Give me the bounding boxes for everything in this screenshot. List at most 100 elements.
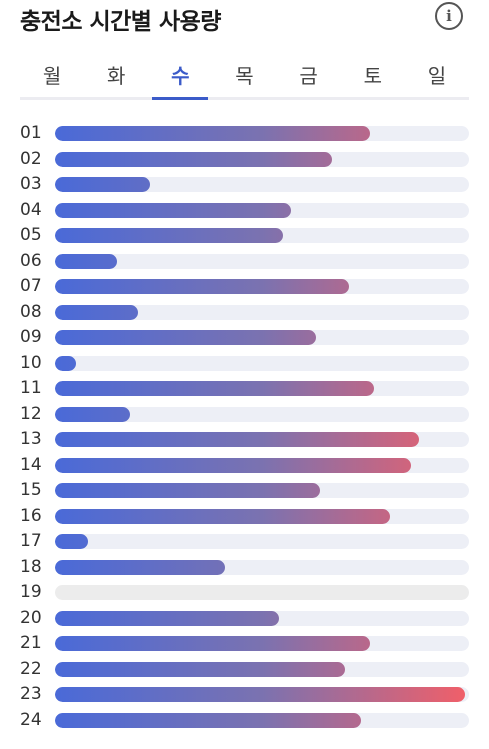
usage-bar [55, 279, 349, 294]
usage-bar [55, 355, 76, 371]
tab-day-5[interactable]: 토 [363, 64, 382, 88]
hour-row: 16 [20, 504, 469, 530]
hour-row: 10 [20, 351, 469, 377]
tab-day-6[interactable]: 일 [427, 64, 447, 88]
bar-track [55, 177, 469, 192]
bar-track [55, 534, 469, 549]
tab-day-1[interactable]: 화 [107, 64, 126, 88]
bar-track [55, 202, 469, 218]
hour-label: 02 [20, 148, 42, 169]
hour-row: 01 [20, 121, 469, 147]
bar-track [55, 381, 469, 396]
hour-label: 09 [20, 327, 42, 347]
usage-bar [55, 661, 345, 677]
bar-track [55, 687, 469, 702]
hour-label: 24 [20, 709, 42, 730]
usage-bar [55, 534, 88, 549]
hour-label: 12 [20, 403, 42, 424]
hour-row: 15 [20, 478, 469, 504]
usage-bar [55, 406, 130, 422]
usage-bar [55, 559, 225, 575]
bar-track [55, 712, 469, 728]
hour-label: 07 [20, 276, 42, 296]
bar-track [55, 406, 469, 422]
hour-row: 12 [20, 402, 469, 428]
header: 충전소 시간별 사용량 i [20, 0, 469, 40]
hour-label: 17 [20, 531, 42, 551]
bar-track [55, 636, 469, 651]
usage-bar [55, 381, 374, 396]
usage-bar [55, 151, 332, 167]
tab-day-3[interactable]: 목 [235, 64, 254, 88]
bar-track [55, 585, 469, 600]
hour-row: 05 [20, 223, 469, 249]
hour-label: 13 [20, 429, 42, 449]
bar-track [55, 355, 469, 371]
usage-bar [55, 508, 390, 524]
hour-row: 08 [20, 300, 469, 326]
hour-row: 02 [20, 147, 469, 173]
hour-row: 09 [20, 325, 469, 351]
usage-bar [55, 432, 419, 447]
hour-row: 04 [20, 198, 469, 224]
hour-label: 04 [20, 199, 42, 220]
hour-row: 14 [20, 453, 469, 479]
hour-row: 17 [20, 529, 469, 555]
hour-label: 15 [20, 480, 42, 500]
hour-label: 16 [20, 505, 42, 526]
tab-day-2[interactable]: 수 [148, 56, 212, 100]
hour-row: 21 [20, 631, 469, 657]
bar-track [55, 279, 469, 294]
usage-bar [55, 712, 361, 728]
hour-row: 03 [20, 172, 469, 198]
usage-bar [55, 202, 291, 218]
usage-bar [55, 304, 138, 320]
usage-bar [55, 126, 370, 141]
usage-bar [55, 636, 370, 651]
usage-bar [55, 177, 150, 192]
hour-label: 06 [20, 250, 42, 271]
info-icon[interactable]: i [435, 2, 463, 30]
usage-bar [55, 483, 320, 498]
usage-bar [55, 610, 279, 626]
bar-track [55, 508, 469, 524]
usage-bar [55, 687, 465, 702]
bar-track [55, 610, 469, 626]
bar-track [55, 330, 469, 345]
hour-label: 10 [20, 352, 42, 373]
bar-track [55, 457, 469, 473]
bar-track [55, 483, 469, 498]
bar-track [55, 432, 469, 447]
hour-row: 07 [20, 274, 469, 300]
hour-label: 03 [20, 174, 42, 194]
hour-label: 14 [20, 454, 42, 475]
hourly-usage-chart: 01 02 03 04 05 06 07 08 09 10 11 12 13 14 15 16 17 18 19 20… [20, 121, 469, 733]
bar-track [55, 253, 469, 269]
hour-row: 18 [20, 555, 469, 581]
usage-bar [55, 253, 117, 269]
hour-row: 24 [20, 708, 469, 734]
bar-track [55, 559, 469, 575]
hour-label: 19 [20, 582, 42, 602]
usage-bar [55, 457, 411, 473]
hour-row: 22 [20, 657, 469, 683]
hour-label: 20 [20, 607, 42, 628]
tab-day-4[interactable]: 금 [299, 64, 318, 88]
hour-row: 13 [20, 427, 469, 453]
page-title: 충전소 시간별 사용량 [20, 9, 221, 35]
hour-label: 18 [20, 556, 42, 577]
hour-row: 11 [20, 376, 469, 402]
bar-track [55, 151, 469, 167]
bar-track [55, 126, 469, 141]
tab-day-0[interactable]: 월 [42, 64, 62, 88]
hour-label: 01 [20, 123, 42, 143]
hour-label: 21 [20, 633, 42, 653]
bar-track [55, 661, 469, 677]
hour-row: 23 [20, 682, 469, 708]
bar-track [55, 304, 469, 320]
hour-row: 06 [20, 249, 469, 275]
usage-bar [55, 330, 316, 345]
hour-label: 22 [20, 658, 42, 679]
hour-label: 23 [20, 684, 42, 704]
